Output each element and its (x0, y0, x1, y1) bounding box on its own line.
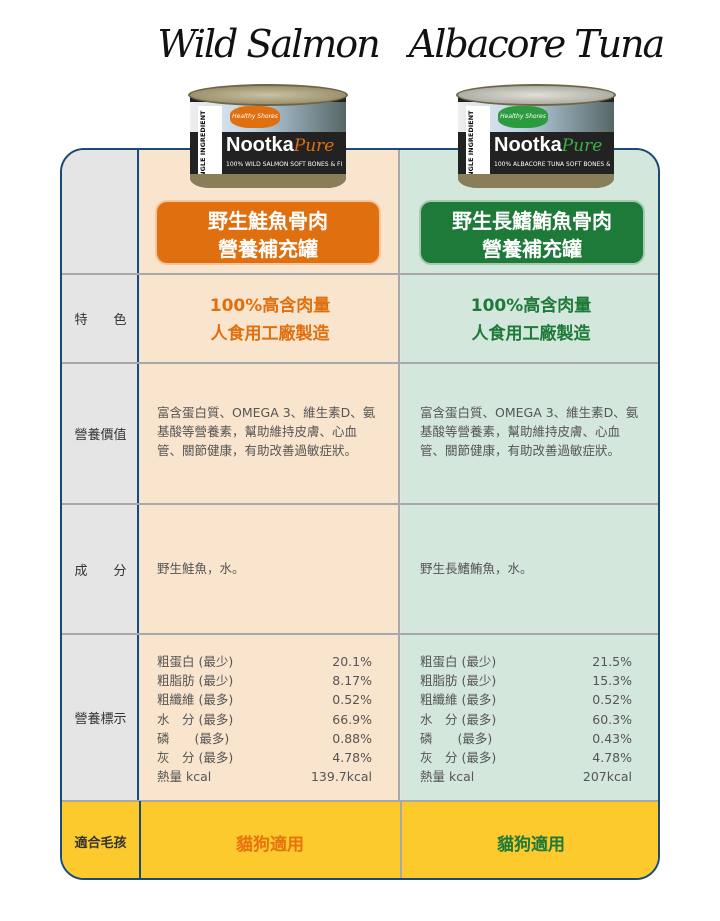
tuna-name-line2: 營養補充罐 (482, 237, 582, 261)
tuna-nutrition-value: 富含蛋白質、OMEGA 3、維生素D、氨基酸等營養素，幫助維持皮膚、心血管、關節… (420, 405, 639, 458)
comparison-table: 特 色 營養價值 成 分 營養標示 適合毛孩 野生鮭魚骨肉 營養補充罐 野生長鰭鮪… (60, 148, 660, 880)
tuna-feature-line2: 人食用工廠製造 (471, 324, 591, 344)
analysis-row: 粗脂肪 (最少) 8.17% (157, 673, 372, 689)
salmon-nutrition-value: 富含蛋白質、OMEGA 3、維生素D、氨基酸等營養素，幫助維持皮膚、心血管、關節… (157, 405, 376, 458)
analysis-row: 粗蛋白 (最少) 20.1% (157, 654, 372, 669)
brand-logo: Healthy Shores (498, 106, 548, 128)
divider (62, 633, 658, 635)
can-description: 100% WILD SALMON SOFT BONES & FISH (226, 161, 342, 168)
divider (62, 503, 658, 505)
row-label-analysis: 營養標示 (74, 712, 127, 727)
tuna-suitable: 貓狗適用 (497, 835, 565, 855)
salmon-name-badge: 野生鮭魚骨肉 營養補充罐 (155, 200, 381, 265)
analysis-row: 粗蛋白 (最少) 21.5% (420, 654, 632, 669)
divider (139, 801, 141, 878)
analysis-row: 水 分 (最多) 66.9% (157, 711, 372, 727)
analysis-row: 灰 分 (最多) 4.78% (157, 749, 372, 765)
tuna-ingredients: 野生長鰭鮪魚，水。 (420, 561, 533, 576)
salmon-analysis: 粗蛋白 (最少) 20.1% 粗脂肪 (最少) 8.17% 粗纖維 (最多) 0.52… (157, 652, 372, 786)
salmon-feature-line2: 人食用工廠製造 (210, 324, 330, 344)
row-label-ingredients: 成 分 (74, 563, 127, 579)
salmon-title: Wild Salmon (157, 22, 380, 66)
salmon-feature-line1: 100%高含肉量 (209, 296, 331, 316)
tuna-name-badge: 野生長鰭鮪魚骨肉 營養補充罐 (419, 200, 645, 265)
row-label-feature: 特 色 (74, 313, 127, 328)
can-description: 100% ALBACORE TUNA SOFT BONES & MEAT (494, 161, 610, 168)
salmon-name-line1: 野生鮭魚骨肉 (208, 209, 328, 233)
salmon-ingredients: 野生鮭魚，水。 (157, 561, 245, 576)
tuna-analysis: 粗蛋白 (最少) 21.5% 粗脂肪 (最少) 15.3% 粗纖維 (最多) 0.52… (420, 652, 632, 786)
analysis-row: 水 分 (最多) 60.3% (420, 711, 632, 727)
analysis-row: 熱量 kcal 139.7kcal (157, 769, 372, 785)
row-label-nutrition-value: 營養價值 (74, 428, 127, 443)
salmon-feature: 100%高含肉量 人食用工廠製造 (140, 292, 400, 348)
can-brand: NootkaPure (494, 134, 603, 156)
analysis-row: 磷 (最多) 0.88% (157, 730, 372, 746)
analysis-row: 熱量 kcal 207kcal (420, 769, 632, 785)
tuna-title: Albacore Tuna (408, 22, 665, 66)
tuna-name-line1: 野生長鰭鮪魚骨肉 (452, 209, 612, 233)
analysis-row: 粗纖維 (最多) 0.52% (420, 692, 632, 708)
row-label-suitable: 適合毛孩 (74, 835, 127, 851)
divider (62, 800, 658, 802)
tuna-column (401, 150, 658, 878)
analysis-row: 粗脂肪 (最少) 15.3% (420, 673, 632, 689)
tuna-feature-line1: 100%高含肉量 (470, 296, 592, 316)
salmon-name-line2: 營養補充罐 (218, 237, 318, 261)
divider (400, 801, 402, 878)
divider (62, 362, 658, 364)
divider (62, 273, 658, 275)
analysis-row: 灰 分 (最多) 4.78% (420, 749, 632, 765)
analysis-row: 磷 (最多) 0.43% (420, 730, 632, 746)
tuna-feature: 100%高含肉量 人食用工廠製造 (401, 292, 658, 348)
suitable-row (62, 801, 658, 878)
label-column (62, 150, 139, 878)
tuna-can-image: SINGLE INGREDIENT Healthy Shores NootkaP… (456, 84, 616, 194)
salmon-suitable: 貓狗適用 (236, 835, 304, 855)
brand-logo: Healthy Shores (230, 106, 280, 128)
can-brand: NootkaPure (226, 134, 335, 156)
salmon-can-image: SINGLE INGREDIENT Healthy Shores NootkaP… (188, 84, 348, 194)
salmon-column (140, 150, 400, 878)
analysis-row: 粗纖維 (最多) 0.52% (157, 692, 372, 708)
